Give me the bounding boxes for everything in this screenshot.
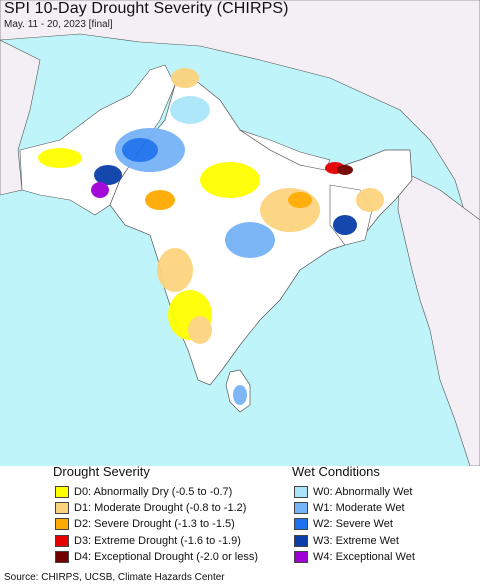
legend-label: D0: Abnormally Dry (-0.5 to -0.7): [74, 486, 233, 499]
legend-label: D2: Severe Drought (-1.3 to -1.5): [74, 518, 235, 531]
legend-swatch: [294, 518, 308, 531]
drought-legend: D0: Abnormally Dry (-0.5 to -0.7) D1: Mo…: [55, 484, 258, 565]
land-myanmar: [397, 169, 480, 466]
legend-item-d1: D1: Moderate Drought (-0.8 to -1.2): [55, 500, 258, 516]
legend-swatch: [55, 534, 69, 547]
legend-item-d2: D2: Severe Drought (-1.3 to -1.5): [55, 516, 258, 532]
legend-label: D4: Exceptional Drought (-2.0 or less): [74, 550, 259, 563]
legend-item-w1: W1: Moderate Wet: [294, 500, 415, 516]
drought-map: [0, 0, 480, 466]
land-iran: [0, 39, 41, 196]
legend-swatch: [294, 550, 308, 563]
legend-item-w3: W3: Extreme Wet: [294, 533, 415, 549]
legend-swatch: [294, 502, 308, 515]
legend-item-w4: W4: Exceptional Wet: [294, 549, 415, 565]
legend-swatch: [294, 534, 308, 547]
drought-legend-title: Drought Severity: [53, 464, 150, 479]
legend-label: D1: Moderate Drought (-0.8 to -1.2): [74, 502, 247, 515]
legend-item-w2: W2: Severe Wet: [294, 516, 415, 532]
legend-item-d0: D0: Abnormally Dry (-0.5 to -0.7): [55, 484, 258, 500]
legend-swatch: [55, 486, 69, 499]
legend-swatch: [55, 502, 69, 515]
severity-patches: [38, 68, 384, 405]
legend-item-w0: W0: Abnormally Wet: [294, 484, 415, 500]
legend-swatch: [55, 550, 69, 563]
wet-legend: W0: Abnormally Wet W1: Moderate Wet W2: …: [294, 484, 415, 565]
wet-legend-title: Wet Conditions: [292, 464, 380, 479]
legend-item-d3: D3: Extreme Drought (-1.6 to -1.9): [55, 533, 258, 549]
legend-item-d4: D4: Exceptional Drought (-2.0 or less): [55, 549, 258, 565]
legend-label: D3: Extreme Drought (-1.6 to -1.9): [74, 534, 241, 547]
legend-label: W1: Moderate Wet: [313, 502, 405, 515]
legend-label: W3: Extreme Wet: [313, 534, 399, 547]
land-neighbors: [0, 0, 480, 261]
legend-label: W0: Abnormally Wet: [313, 486, 413, 499]
source-note: Source: CHIRPS, UCSB, Climate Hazards Ce…: [4, 572, 225, 583]
map-title: SPI 10-Day Drought Severity (CHIRPS): [4, 0, 289, 17]
legend-label: W2: Severe Wet: [313, 518, 393, 531]
legend-swatch: [294, 486, 308, 499]
legend-swatch: [55, 518, 69, 531]
map-subtitle: May. 11 - 20, 2023 [final]: [4, 19, 113, 30]
legend-label: W4: Exceptional Wet: [313, 550, 415, 563]
